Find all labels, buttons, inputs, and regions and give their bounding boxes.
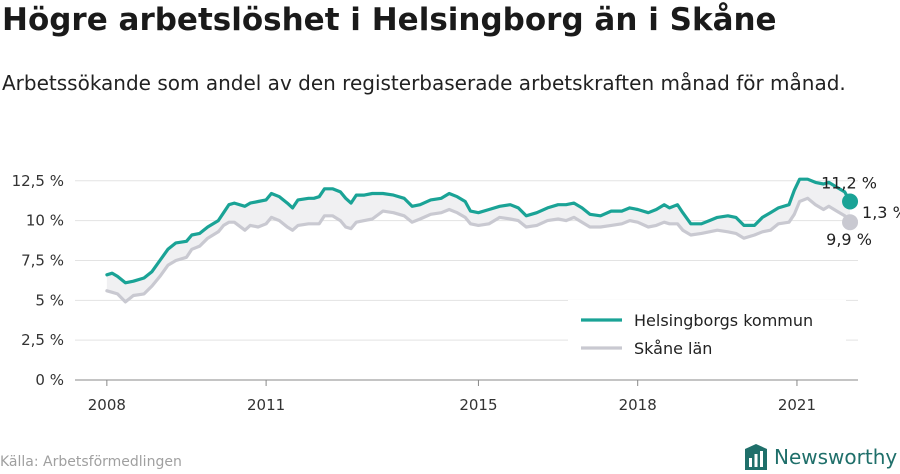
x-tick-label: 2011: [247, 396, 285, 414]
legend-label-skane: Skåne län: [634, 339, 712, 358]
chart-subtitle: Arbetssökande som andel av den registerb…: [2, 71, 846, 95]
source-note: Källa: Arbetsförmedlingen: [0, 454, 182, 470]
end-label-skane: 9,9 %: [826, 230, 872, 249]
series-lines: [105, 177, 852, 304]
gap-label: 1,3 %: [862, 203, 900, 222]
x-tick-label: 2018: [619, 396, 657, 414]
end-point-skane: [842, 214, 859, 231]
axes: 0 % 2,5 % 5 % 7,5 % 10 % 12,5 % 2008 2011 2015 20…: [12, 172, 816, 414]
x-tick-label: 2015: [459, 396, 497, 414]
brand-logo: Newsworthy: [744, 443, 897, 471]
gap-band: [106, 179, 851, 302]
y-tick-label: 10 %: [26, 212, 64, 230]
end-point-helsingborg: [842, 193, 859, 210]
x-tick-label: 2008: [88, 396, 126, 414]
end-labels: 11,2 % 9,9 % 1,3 %: [821, 174, 900, 250]
newsworthy-logo-icon: [745, 444, 767, 470]
y-tick-label: 5 %: [35, 291, 64, 309]
x-tick-label: 2021: [778, 396, 816, 414]
series-line-helsingborg: [105, 177, 852, 285]
end-label-helsingborg: 11,2 %: [821, 174, 877, 193]
legend-box: [568, 300, 846, 372]
gap-area: [106, 179, 851, 302]
brand-name: Newsworthy: [774, 445, 898, 469]
legend-label-helsingborg: Helsingborgs kommun: [634, 311, 813, 330]
y-tick-label: 2,5 %: [21, 331, 64, 349]
chart-title: Högre arbetslöshet i Helsingborg än i Sk…: [2, 2, 777, 38]
y-tick-label: 0 %: [35, 371, 64, 389]
series-line-skane: [105, 196, 852, 304]
legend: Helsingborgs kommun Skåne län: [568, 300, 846, 372]
y-tick-label: 12,5 %: [12, 172, 64, 190]
y-tick-label: 7,5 %: [21, 251, 64, 269]
